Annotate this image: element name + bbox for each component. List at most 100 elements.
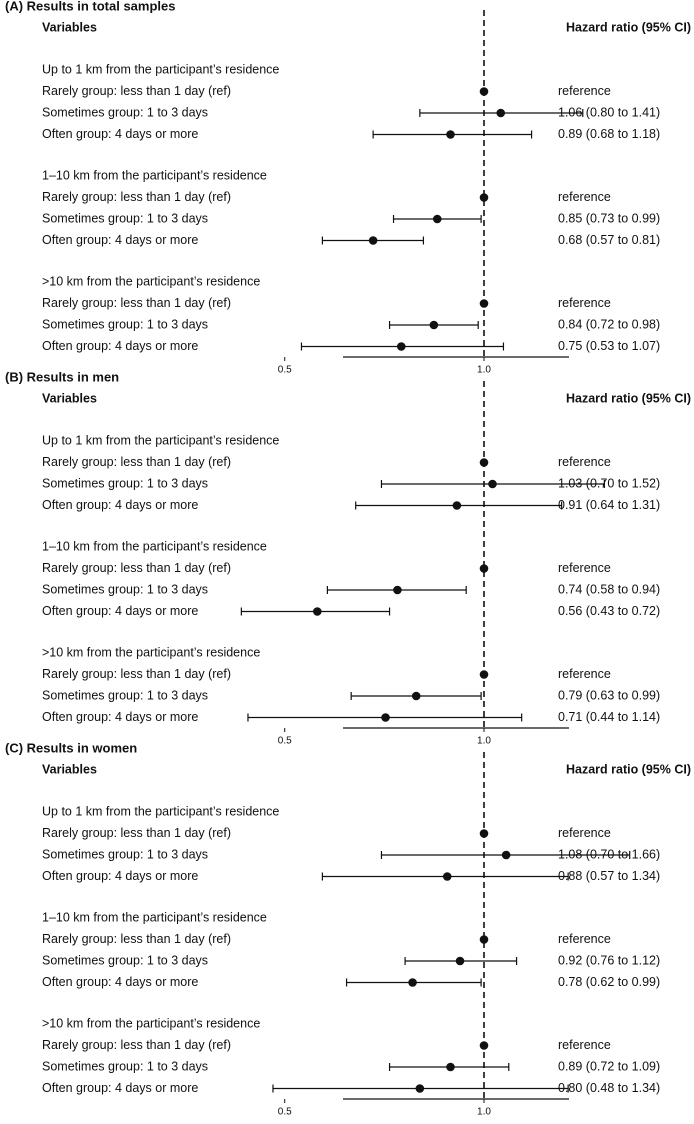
variables-column-header: Variables <box>42 391 97 405</box>
point-estimate <box>415 1084 425 1093</box>
hazard-ratio-value: 0.74 (0.58 to 0.94) <box>558 582 660 596</box>
row-label: Often group: 4 days or more <box>42 498 198 512</box>
hazard-ratio-column-header: Hazard ratio (95% CI) <box>566 20 691 34</box>
row-label: Often group: 4 days or more <box>42 1081 198 1095</box>
point-estimate <box>479 1041 489 1050</box>
row-label: Often group: 4 days or more <box>42 233 198 247</box>
group-heading: Up to 1 km from the participant’s reside… <box>42 433 279 447</box>
hazard-ratio-value: 0.78 (0.62 to 0.99) <box>558 975 660 989</box>
x-tick-label: 1.0 <box>477 736 491 747</box>
hazard-ratio-value: reference <box>558 932 611 946</box>
hazard-ratio-column-header: Hazard ratio (95% CI) <box>566 762 691 776</box>
row-label: Often group: 4 days or more <box>42 339 198 353</box>
point-estimate <box>501 850 511 860</box>
x-tick-label: 0.5 <box>278 736 292 747</box>
hazard-ratio-value: reference <box>558 296 611 310</box>
hazard-ratio-value: 0.68 (0.57 to 0.81) <box>558 233 660 247</box>
x-tick-label: 1.0 <box>477 365 491 376</box>
x-tick-label: 0.5 <box>278 365 292 376</box>
group-heading: Up to 1 km from the participant’s reside… <box>42 804 279 818</box>
hazard-ratio-value: 0.89 (0.72 to 1.09) <box>558 1059 660 1073</box>
point-estimate <box>429 320 439 330</box>
forest-panel-3: (C) Results in women Variables Hazard rati… <box>5 740 691 1117</box>
row-label: Rarely group: less than 1 day (ref) <box>42 190 231 204</box>
hazard-ratio-value: 0.71 (0.44 to 1.14) <box>558 710 660 724</box>
hazard-ratio-value: 0.75 (0.53 to 1.07) <box>558 339 660 353</box>
forest-panel-2: (B) Results in men Variables Hazard ratio … <box>5 369 691 746</box>
hazard-ratio-value: 0.91 (0.64 to 1.31) <box>558 498 660 512</box>
row-label: Rarely group: less than 1 day (ref) <box>42 667 231 681</box>
point-estimate <box>452 501 462 510</box>
hazard-ratio-value: reference <box>558 826 611 840</box>
point-estimate <box>446 1062 455 1072</box>
point-estimate <box>496 108 506 118</box>
row-label: Sometimes group: 1 to 3 days <box>42 105 208 119</box>
group-heading: Up to 1 km from the participant’s reside… <box>42 62 279 76</box>
hazard-ratio-value: reference <box>558 84 611 98</box>
row-label: Often group: 4 days or more <box>42 975 198 989</box>
hazard-ratio-value: reference <box>558 561 611 575</box>
forest-panel-1: (A) Results in total samples Variables Haz… <box>5 0 691 376</box>
point-estimate <box>446 130 455 139</box>
panel-title: (C) Results in women <box>5 740 137 755</box>
group-heading: >10 km from the participant’s residence <box>42 274 260 288</box>
point-estimate <box>411 691 421 701</box>
point-estimate <box>479 935 489 944</box>
point-estimate <box>442 872 452 881</box>
row-label: Sometimes group: 1 to 3 days <box>42 847 208 861</box>
hazard-ratio-value: reference <box>558 190 611 204</box>
hazard-ratio-value: reference <box>558 455 611 469</box>
point-estimate <box>393 585 402 595</box>
variables-column-header: Variables <box>42 762 97 776</box>
row-label: Sometimes group: 1 to 3 days <box>42 582 208 596</box>
group-heading: 1–10 km from the participant’s residence <box>42 539 267 553</box>
hazard-ratio-value: 0.56 (0.43 to 0.72) <box>558 604 660 618</box>
group-heading: >10 km from the participant’s residence <box>42 1016 260 1030</box>
hazard-ratio-value: 1.08 (0.70 to 1.66) <box>558 847 660 861</box>
point-estimate <box>368 236 378 245</box>
hazard-ratio-value: 0.85 (0.73 to 0.99) <box>558 211 660 225</box>
hazard-ratio-value: 0.84 (0.72 to 0.98) <box>558 317 660 331</box>
row-label: Sometimes group: 1 to 3 days <box>42 317 208 331</box>
point-estimate <box>479 299 489 308</box>
panel-title: (B) Results in men <box>5 369 119 384</box>
hazard-ratio-value: 0.92 (0.76 to 1.12) <box>558 953 660 967</box>
hazard-ratio-value: 0.80 (0.48 to 1.34) <box>558 1081 660 1095</box>
point-estimate <box>381 713 390 722</box>
row-label: Sometimes group: 1 to 3 days <box>42 1059 208 1073</box>
x-tick-label: 0.5 <box>278 1107 292 1118</box>
point-estimate <box>479 87 489 96</box>
row-label: Rarely group: less than 1 day (ref) <box>42 561 231 575</box>
panel-title: (A) Results in total samples <box>5 0 175 13</box>
hazard-ratio-column-header: Hazard ratio (95% CI) <box>566 391 691 405</box>
point-estimate <box>455 956 465 966</box>
point-estimate <box>479 829 489 838</box>
group-heading: 1–10 km from the participant’s residence <box>42 168 267 182</box>
hazard-ratio-value: 0.79 (0.63 to 0.99) <box>558 688 660 702</box>
point-estimate <box>313 607 322 616</box>
point-estimate <box>488 479 497 489</box>
row-label: Rarely group: less than 1 day (ref) <box>42 455 231 469</box>
point-estimate <box>408 978 417 987</box>
row-label: Rarely group: less than 1 day (ref) <box>42 296 231 310</box>
point-estimate <box>479 193 489 202</box>
point-estimate <box>479 564 489 573</box>
x-tick-label: 1.0 <box>477 1107 491 1118</box>
row-label: Sometimes group: 1 to 3 days <box>42 476 208 490</box>
row-label: Rarely group: less than 1 day (ref) <box>42 826 231 840</box>
row-label: Often group: 4 days or more <box>42 604 198 618</box>
row-label: Often group: 4 days or more <box>42 127 198 141</box>
hazard-ratio-value: reference <box>558 1038 611 1052</box>
point-estimate <box>479 670 489 679</box>
row-label: Rarely group: less than 1 day (ref) <box>42 84 231 98</box>
point-estimate <box>432 214 442 224</box>
row-label: Often group: 4 days or more <box>42 869 198 883</box>
row-label: Sometimes group: 1 to 3 days <box>42 688 208 702</box>
hazard-ratio-value: 0.88 (0.57 to 1.34) <box>558 869 660 883</box>
hazard-ratio-value: reference <box>558 667 611 681</box>
point-estimate <box>396 342 406 351</box>
row-label: Often group: 4 days or more <box>42 710 198 724</box>
point-estimate <box>479 458 489 467</box>
group-heading: >10 km from the participant’s residence <box>42 645 260 659</box>
